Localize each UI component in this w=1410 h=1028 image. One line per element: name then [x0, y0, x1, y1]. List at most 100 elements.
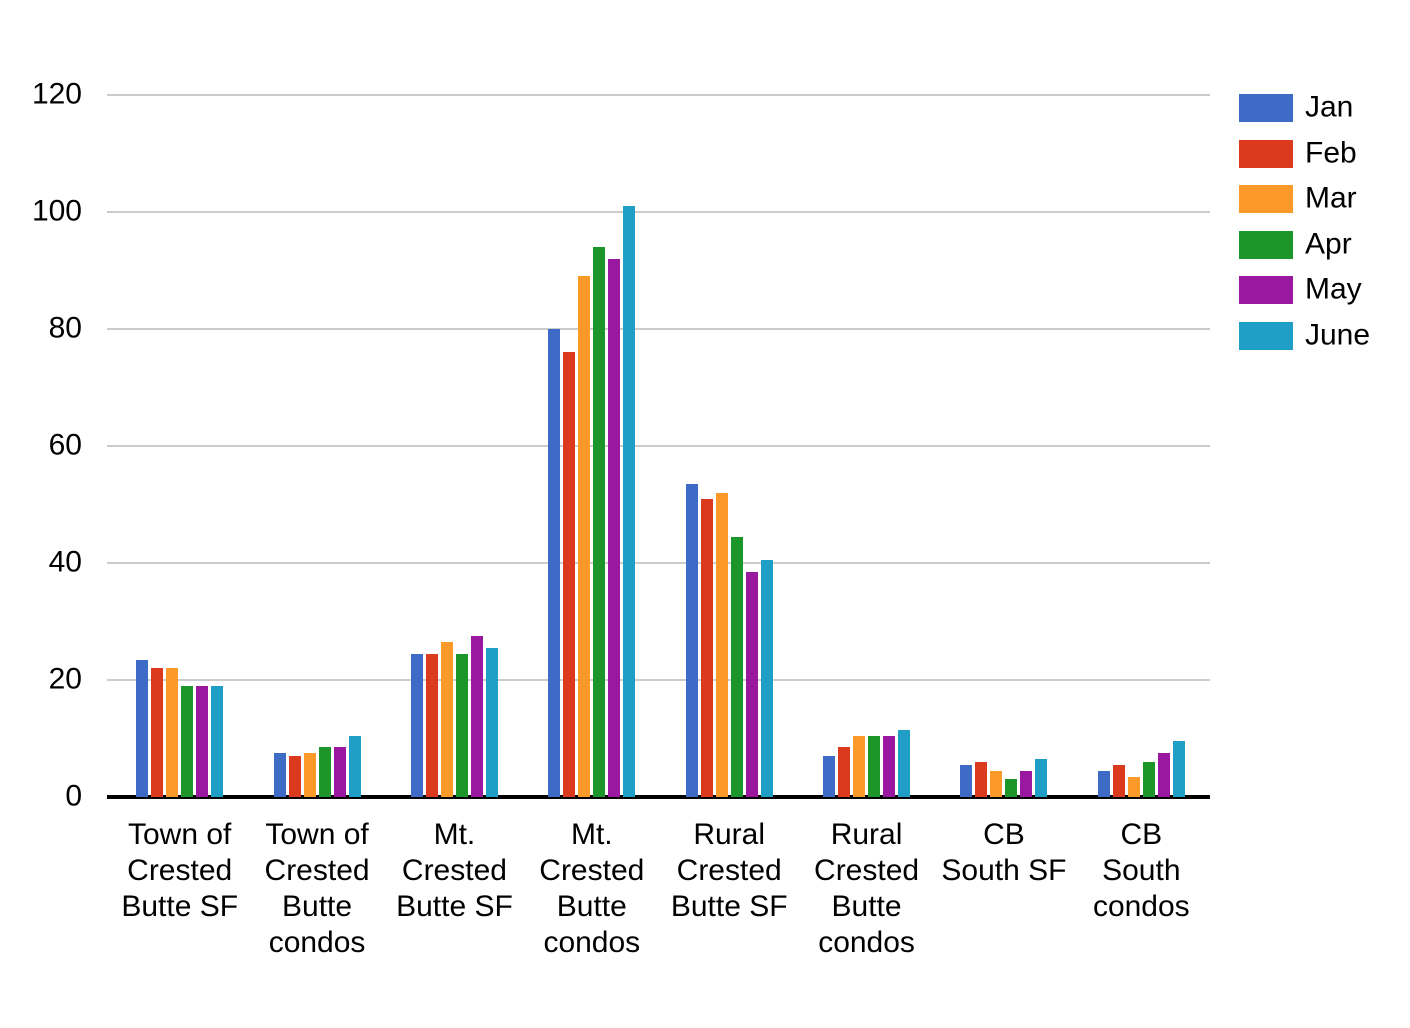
bar-june-mt-crested-butte-condos [623, 206, 636, 797]
x-axis-category-label-mt-crested-butte-sf: Mt. Crested Butte SF [369, 817, 539, 925]
legend-swatch-apr [1239, 230, 1293, 259]
x-axis-category-label-line: Butte SF [396, 890, 513, 923]
x-axis-category-label-line: Butte [282, 890, 353, 923]
x-axis-category-label-line: Crested [676, 854, 782, 887]
y-axis-tick-label-120: 120 [31, 77, 82, 111]
bar-feb-cb-south-condos [1112, 764, 1125, 797]
bar-june-cb-south-condos [1172, 741, 1185, 797]
x-axis-category-label-line: Town of [265, 818, 369, 851]
x-axis-category-label-line: Crested [127, 854, 233, 887]
bar-feb-town-of-crested-butte-sf [151, 668, 164, 797]
bar-jan-rural-crested-butte-condos [823, 756, 836, 797]
x-axis-category-label-line: Town of [127, 818, 232, 851]
x-axis-category-label-cb-south-condos: CB South condos [1056, 817, 1226, 925]
bar-mar-cb-south-condos [1127, 776, 1140, 797]
bar-may-mt-crested-butte-sf [470, 636, 483, 797]
legend-swatch-jan [1239, 94, 1293, 122]
bar-june-mt-crested-butte-sf [485, 647, 498, 797]
x-axis-category-label-line: Butte SF [670, 890, 788, 923]
legend-label-june: June [1305, 317, 1371, 351]
bar-june-cb-south-sf [1035, 758, 1048, 797]
bar-apr-cb-south-condos [1142, 761, 1155, 797]
bar-apr-town-of-crested-butte-condos [318, 747, 331, 797]
bar-apr-mt-crested-butte-condos [593, 247, 606, 797]
bar-apr-town-of-crested-butte-sf [181, 685, 194, 797]
x-axis-category-label-town-of-crested-butte-condos: Town of Crested Butte condos [232, 817, 402, 961]
bar-jan-town-of-crested-butte-condos [273, 753, 286, 797]
x-axis-category-label-line: condos [268, 926, 366, 959]
bar-apr-rural-crested-butte-condos [868, 735, 881, 797]
y-axis-tick-label-20: 20 [48, 662, 82, 696]
x-axis-category-label-line: condos [818, 926, 915, 959]
x-axis-category-label-mt-crested-butte-condos: Mt. Crested Butte condos [507, 817, 677, 961]
x-axis-category-label-line: Crested [401, 854, 507, 887]
y-axis-tick-label-60: 60 [48, 428, 82, 462]
bar-may-rural-crested-butte-condos [883, 735, 896, 797]
x-axis-category-label-line: Rural [830, 818, 903, 851]
bar-june-rural-crested-butte-condos [898, 729, 911, 797]
legend-label-apr: Apr [1305, 226, 1352, 260]
legend-swatch-may [1239, 276, 1293, 304]
bar-may-cb-south-sf [1020, 770, 1033, 797]
bar-jan-town-of-crested-butte-sf [136, 659, 149, 797]
y-axis-tick-label-100: 100 [31, 194, 82, 228]
x-axis-category-label-line: CB [1120, 818, 1163, 851]
y-gridline-120 [107, 94, 1210, 96]
x-axis-category-label-cb-south-sf: CB South SF [919, 817, 1089, 889]
x-axis-category-label-rural-crested-butte-sf: Rural Crested Butte SF [644, 817, 814, 925]
y-gridline-20 [107, 679, 1210, 681]
bar-jan-rural-crested-butte-sf [685, 484, 698, 797]
x-axis-category-label-line: South SF [941, 854, 1067, 887]
y-gridline-40 [107, 562, 1210, 564]
y-gridline-60 [107, 445, 1210, 447]
y-axis-tick-label-40: 40 [48, 545, 82, 579]
x-axis-category-label-line: Butte SF [121, 890, 239, 923]
bar-mar-rural-crested-butte-condos [853, 735, 866, 797]
bar-may-town-of-crested-butte-condos [333, 747, 346, 797]
bar-mar-rural-crested-butte-sf [715, 492, 728, 797]
bar-feb-mt-crested-butte-sf [425, 653, 438, 797]
legend-label-may: May [1305, 272, 1362, 306]
bar-apr-cb-south-sf [1005, 779, 1018, 797]
legend-swatch-feb [1239, 139, 1293, 168]
bar-jan-cb-south-sf [960, 764, 973, 797]
x-axis-category-label-line: Mt. [570, 818, 613, 851]
x-axis-category-label-line: CB [983, 818, 1025, 851]
legend-label-feb: Feb [1305, 135, 1357, 169]
x-axis-line [107, 795, 1210, 799]
y-axis-tick-label-80: 80 [48, 311, 82, 345]
legend-label-jan: Jan [1305, 90, 1354, 124]
y-axis-tick-label-0: 0 [65, 779, 82, 813]
legend-label-mar: Mar [1305, 181, 1357, 215]
x-axis-category-label-line: Butte [556, 890, 627, 923]
bar-june-town-of-crested-butte-condos [348, 735, 361, 797]
bar-mar-town-of-crested-butte-sf [166, 668, 179, 797]
x-axis-category-label-line: Rural [693, 818, 766, 851]
x-axis-category-label-town-of-crested-butte-sf: Town of Crested Butte SF [95, 817, 265, 925]
x-axis-category-label-line: Butte [831, 890, 902, 923]
bar-mar-town-of-crested-butte-condos [303, 753, 316, 797]
bar-jan-mt-crested-butte-condos [548, 329, 561, 797]
bar-apr-rural-crested-butte-sf [730, 536, 743, 797]
bar-may-rural-crested-butte-sf [745, 571, 758, 797]
x-axis-category-label-line: condos [1092, 890, 1190, 923]
bar-feb-rural-crested-butte-condos [838, 747, 851, 797]
legend-swatch-june [1239, 321, 1293, 350]
bar-jan-mt-crested-butte-sf [410, 653, 423, 797]
x-axis-category-label-rural-crested-butte-condos: Rural Crested Butte condos [782, 817, 952, 961]
x-axis-category-label-line: condos [543, 926, 641, 959]
y-gridline-80 [107, 328, 1210, 330]
x-axis-category-label-line: Crested [814, 854, 920, 887]
bar-mar-mt-crested-butte-sf [440, 641, 453, 797]
bar-feb-mt-crested-butte-condos [563, 352, 576, 797]
x-axis-category-label-line: Crested [264, 854, 370, 887]
bar-feb-cb-south-sf [975, 761, 988, 797]
x-axis-category-label-line: South [1102, 854, 1181, 887]
bar-june-town-of-crested-butte-sf [211, 685, 224, 797]
bar-feb-rural-crested-butte-sf [700, 498, 713, 797]
bar-may-town-of-crested-butte-sf [196, 685, 209, 797]
bar-feb-town-of-crested-butte-condos [288, 756, 301, 797]
bar-mar-cb-south-sf [990, 770, 1003, 797]
x-axis-category-label-line: Mt. [433, 818, 476, 851]
